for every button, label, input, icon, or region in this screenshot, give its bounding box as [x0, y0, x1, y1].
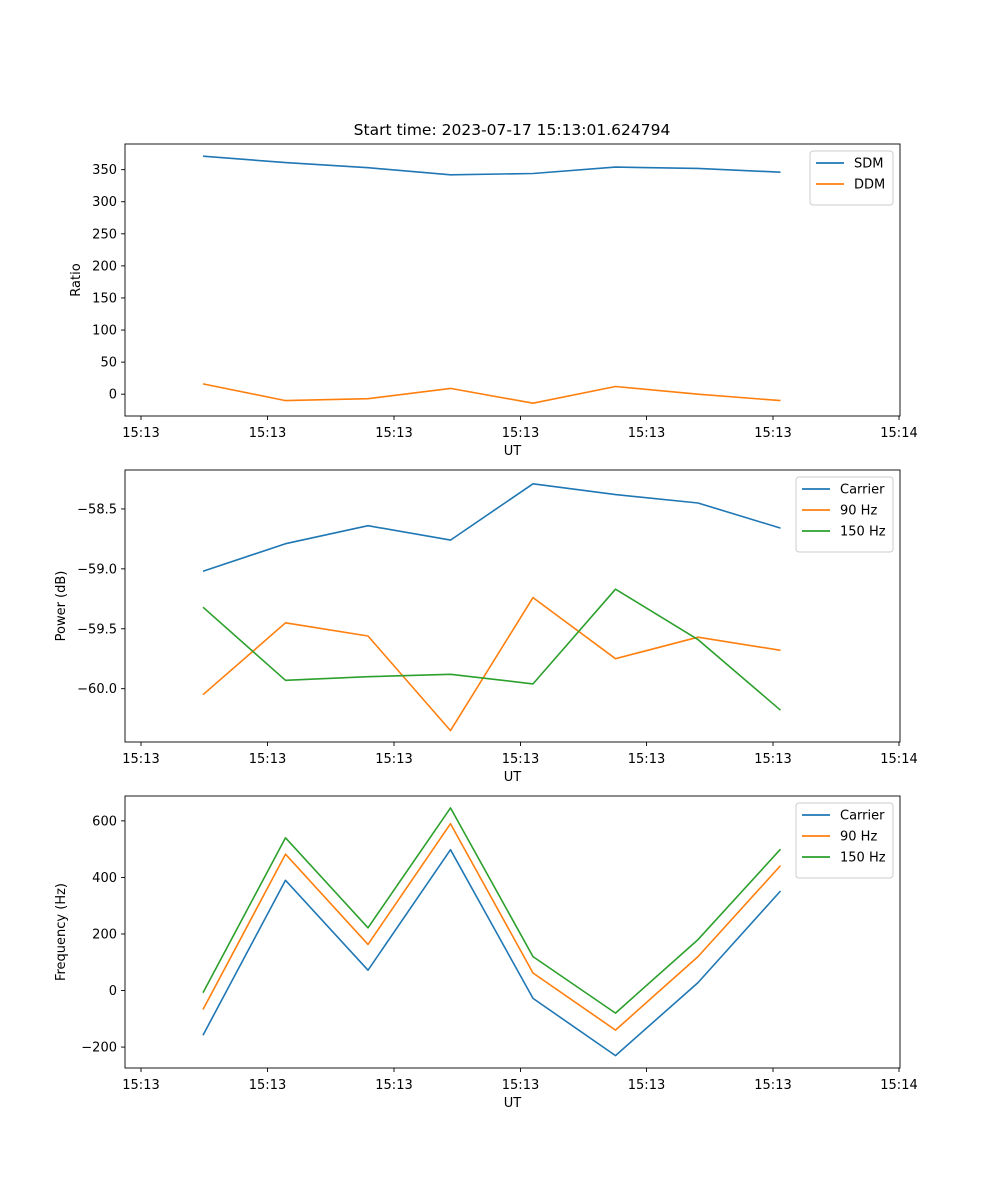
x-tick-label: 15:13 — [122, 752, 159, 767]
y-tick-label: −200 — [81, 1041, 117, 1056]
y-tick-label: 0 — [109, 388, 117, 403]
legend-label: 90 Hz — [840, 504, 877, 519]
y-tick-label: 250 — [92, 227, 117, 242]
y-axis-label: Ratio — [69, 263, 84, 296]
legend-box-0 — [809, 150, 894, 206]
legend-label: 150 Hz — [840, 525, 886, 540]
y-tick-label: 50 — [100, 356, 117, 371]
axes-frame-1 — [124, 469, 901, 743]
legend-label: DDM — [854, 178, 885, 193]
x-tick-label: 15:13 — [502, 1078, 539, 1093]
legend-label: Carrier — [840, 483, 885, 498]
y-tick-label: 350 — [92, 163, 117, 178]
x-tick-label: 15:13 — [502, 426, 539, 441]
y-tick-label: 600 — [92, 814, 117, 829]
x-tick-label: 15:13 — [754, 426, 791, 441]
series-line-1-0 — [202, 482, 781, 573]
series-line-1-2 — [202, 588, 782, 711]
x-tick-label: 15:14 — [880, 752, 917, 767]
axes-frame-0 — [124, 143, 901, 417]
x-tick-label: 15:13 — [754, 1078, 791, 1093]
x-tick-label: 15:13 — [249, 1078, 286, 1093]
legend-box-1 — [795, 476, 894, 553]
series-line-2-0 — [202, 848, 782, 1057]
axes-frame-2 — [124, 795, 901, 1069]
y-tick-label: 100 — [92, 324, 117, 339]
x-tick-label: 15:13 — [375, 1078, 412, 1093]
y-tick-label: 400 — [92, 871, 117, 886]
legend-label: 150 Hz — [840, 851, 886, 866]
legend-label: SDM — [854, 157, 883, 172]
x-tick-label: 15:13 — [628, 752, 665, 767]
series-line-2-2 — [202, 807, 782, 1014]
x-tick-label: 15:14 — [880, 1078, 917, 1093]
y-tick-label: −58.5 — [77, 502, 117, 517]
y-axis-label: Power (dB) — [54, 571, 69, 642]
legend-label: 90 Hz — [840, 830, 877, 845]
y-tick-label: −60.0 — [77, 682, 117, 697]
x-tick-label: 15:13 — [754, 752, 791, 767]
legend-box-2 — [795, 802, 894, 879]
legend-label: Carrier — [840, 809, 885, 824]
x-axis-label: UT — [504, 770, 522, 785]
x-tick-label: 15:13 — [249, 426, 286, 441]
x-tick-label: 15:14 — [880, 426, 917, 441]
x-tick-label: 15:13 — [502, 752, 539, 767]
y-tick-label: 0 — [109, 984, 117, 999]
x-axis-label: UT — [504, 444, 522, 459]
y-tick-label: 150 — [92, 291, 117, 306]
x-tick-label: 15:13 — [375, 426, 412, 441]
chart-title: Start time: 2023-07-17 15:13:01.624794 — [354, 121, 671, 139]
x-tick-label: 15:13 — [249, 752, 286, 767]
x-tick-label: 15:13 — [628, 426, 665, 441]
x-tick-label: 15:13 — [628, 1078, 665, 1093]
y-tick-label: −59.5 — [77, 622, 117, 637]
series-line-1-1 — [202, 596, 781, 732]
y-tick-label: 300 — [92, 195, 117, 210]
series-line-2-1 — [202, 822, 782, 1031]
y-tick-label: 200 — [92, 259, 117, 274]
y-tick-label: −59.0 — [77, 562, 117, 577]
series-line-0-0 — [202, 155, 781, 176]
y-axis-label: Frequency (Hz) — [54, 883, 69, 981]
x-axis-label: UT — [504, 1096, 522, 1111]
x-tick-label: 15:13 — [122, 426, 159, 441]
y-tick-label: 200 — [92, 927, 117, 942]
series-line-0-1 — [202, 383, 781, 405]
x-tick-label: 15:13 — [375, 752, 412, 767]
x-tick-label: 15:13 — [122, 1078, 159, 1093]
